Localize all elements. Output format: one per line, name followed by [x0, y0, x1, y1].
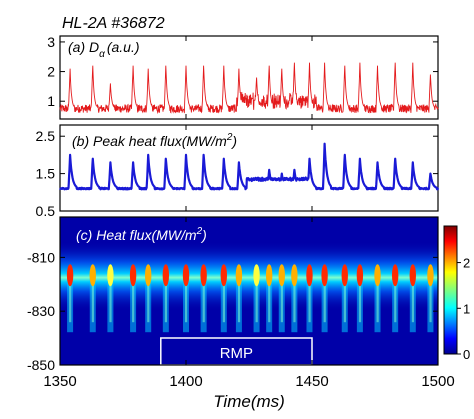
xtick-label: 1350 [43, 373, 76, 390]
elm-hotspot [129, 264, 137, 287]
elm-tail-core [164, 274, 168, 323]
x-axis-label: Time(ms) [213, 392, 285, 411]
panel-b-label: (b) Peak heat flux(MW/m2) [72, 132, 237, 149]
elm-tail-core [237, 274, 241, 323]
panel-c-label-main: (c) Heat flux(MW/m [76, 227, 197, 243]
elm-hotspot [321, 264, 328, 287]
elm-hotspot [235, 264, 243, 287]
elm-tail-core [308, 274, 311, 323]
ytick-label: 2.5 [36, 128, 56, 144]
elm-tail-core [280, 274, 283, 323]
colorbar [443, 225, 458, 355]
panel-a-yticks: 1 2 3 [47, 34, 438, 109]
figure-title: HL-2A #36872 [62, 15, 165, 32]
elm-hotspot [89, 264, 96, 287]
elm-tail-core [268, 274, 271, 323]
colorbar-tick-label: 2 [463, 256, 470, 271]
heatmap-strike-line [60, 241, 438, 312]
panel-c-frame [59, 216, 439, 366]
elm-hotspot [200, 264, 207, 287]
elm-hotspot [374, 264, 381, 287]
panel-c-label: (c) Heat flux(MW/m2) [76, 226, 207, 243]
elm-hotspot [291, 264, 298, 287]
panel-a-series-line [59, 62, 439, 115]
panel-c-label-tail: ) [200, 227, 207, 243]
elm-tail-core [376, 274, 379, 323]
panel-b-yticks: 0.5 1.5 2.5 [36, 128, 438, 219]
elm-tail-core [202, 274, 205, 323]
elm-tail-core [358, 274, 362, 323]
colorbar-ticks: 0 1 2 [457, 256, 470, 362]
elm-hotspot [391, 264, 399, 287]
elm-tail-core [222, 274, 225, 323]
ytick-label: 1.5 [36, 166, 56, 182]
elm-tail-core [343, 274, 346, 323]
elm-hotspot [265, 264, 273, 287]
elm-tail-core [91, 274, 94, 323]
elm-hotspot [66, 264, 74, 287]
elm-tail-core [255, 274, 258, 323]
elm-tail-core [132, 274, 135, 323]
elm-hotspot [182, 264, 190, 287]
elm-tail-core [429, 274, 432, 323]
panel-a-label-sub: α [99, 49, 105, 60]
colorbar-tick-label: 0 [463, 347, 470, 362]
x-axis-ticks: 1350 1400 1450 1500 [43, 36, 455, 390]
elm-hotspot [341, 264, 348, 287]
elm-tail-core [394, 274, 397, 323]
elm-tail-core [323, 274, 326, 323]
panel-a-label: (a) Dα (a.u.) [68, 39, 140, 60]
elm-tail-core [69, 274, 72, 323]
elm-hotspot [107, 264, 114, 287]
panel-b-label-main: (b) Peak heat flux(MW/m [72, 133, 227, 149]
panel-c-yticks: -810 -830 -850 [27, 249, 438, 373]
elm-tail-core [293, 274, 296, 323]
panel-b-frame [59, 124, 439, 212]
elm-hotspot [409, 264, 416, 287]
panel-a-label-main: (a) D [68, 39, 99, 55]
heatmap-elm-marks [66, 264, 434, 333]
elm-hotspot [220, 264, 227, 287]
ytick-label: -810 [27, 249, 55, 265]
panel-b-label-tail: ) [230, 133, 237, 149]
elm-tail-core [411, 274, 414, 323]
panel-c-heat-flux-heatmap: RMP -810-830-850 (c) Heat flux(MW/m2) 01… [27, 216, 470, 373]
panel-a-label-tail: (a.u.) [107, 39, 140, 55]
elm-tail-core [185, 274, 188, 323]
ytick-label: -850 [27, 357, 55, 373]
panel-b-peak-heat-flux: 0.5 1.5 2.5 (b) Peak heat flux(MW/m2) [36, 124, 440, 219]
panel-a-dalpha: 1 2 3 (a) Dα (a.u.) [47, 34, 439, 120]
ytick-label: 2 [47, 64, 55, 80]
elm-hotspot [427, 264, 434, 287]
xtick-label: 1500 [421, 373, 454, 390]
elm-hotspot [162, 264, 170, 287]
colorbar-tick-label: 1 [463, 301, 470, 316]
xtick-label: 1450 [295, 373, 328, 390]
elm-tail-core [109, 274, 112, 323]
elm-hotspot [145, 264, 152, 287]
elm-hotspot [253, 264, 260, 287]
elm-hotspot [306, 264, 313, 287]
elm-tail-core [147, 274, 150, 323]
ytick-label: 0.5 [36, 203, 56, 219]
ytick-label: 1 [47, 93, 55, 109]
rmp-label: RMP [220, 345, 253, 362]
panel-c-label-sup: 2 [196, 226, 203, 237]
rmp-window-box [160, 337, 313, 365]
elm-hotspot [278, 264, 285, 287]
elm-hotspot [356, 264, 364, 287]
panel-b-label-sup: 2 [226, 132, 233, 143]
ytick-label: -830 [27, 303, 55, 319]
xtick-label: 1400 [169, 373, 202, 390]
panel-b-series-line [59, 142, 440, 191]
ytick-label: 3 [47, 34, 55, 50]
